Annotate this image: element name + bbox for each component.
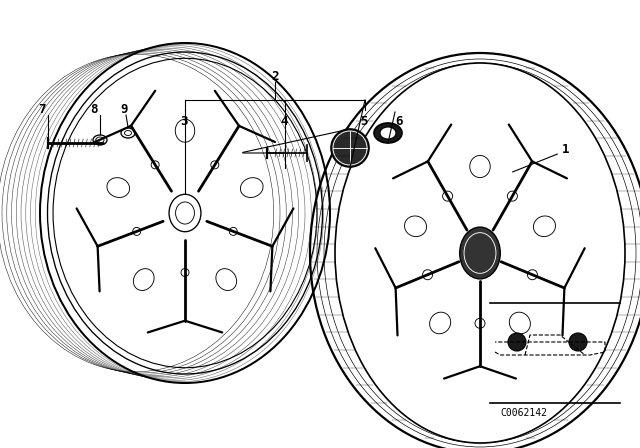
Circle shape — [508, 333, 526, 351]
Text: 8: 8 — [90, 103, 97, 116]
Ellipse shape — [429, 312, 451, 334]
Ellipse shape — [470, 155, 490, 177]
Ellipse shape — [93, 135, 107, 145]
Circle shape — [569, 333, 587, 351]
Text: 6: 6 — [395, 115, 403, 128]
Text: 9: 9 — [120, 103, 127, 116]
Text: 7: 7 — [38, 103, 45, 116]
Text: 4: 4 — [280, 115, 287, 128]
Ellipse shape — [331, 129, 369, 167]
Ellipse shape — [107, 178, 129, 198]
Ellipse shape — [133, 269, 154, 290]
Ellipse shape — [534, 216, 556, 237]
Ellipse shape — [175, 119, 195, 142]
Ellipse shape — [374, 123, 402, 143]
Ellipse shape — [335, 63, 625, 443]
Text: C0062142: C0062142 — [500, 408, 547, 418]
Ellipse shape — [241, 178, 263, 198]
Ellipse shape — [216, 269, 237, 290]
Ellipse shape — [121, 128, 135, 138]
Ellipse shape — [460, 227, 500, 279]
Text: 2: 2 — [271, 70, 278, 83]
Text: 1: 1 — [562, 143, 570, 156]
Text: 5: 5 — [360, 115, 367, 128]
Ellipse shape — [404, 216, 426, 237]
Ellipse shape — [380, 127, 396, 139]
Ellipse shape — [509, 312, 531, 334]
Text: 3: 3 — [180, 115, 188, 128]
